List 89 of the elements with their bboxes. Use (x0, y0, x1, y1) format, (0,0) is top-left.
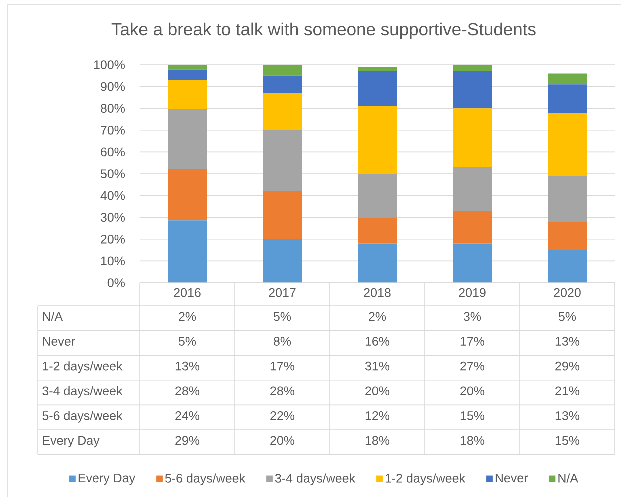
data-label: 20% (366, 386, 390, 396)
y-tick-label: 10% (101, 256, 126, 266)
x-tick-label: 2017 (269, 288, 296, 298)
y-tick-label: 20% (101, 234, 126, 244)
data-label: 2% (369, 312, 386, 322)
bar (168, 70, 207, 80)
bar (168, 65, 207, 70)
text: 1-2 days/week (43, 362, 123, 374)
bar (548, 84, 587, 113)
legend-label: 1-2 days/week (386, 474, 466, 486)
data-label: 13% (556, 337, 580, 346)
data-label: 29% (556, 362, 580, 371)
data-label: 5% (178, 337, 196, 346)
data-label: 27% (460, 362, 485, 371)
y-tick-label: 40% (100, 191, 126, 200)
data-label: 15% (460, 412, 485, 420)
bar (548, 176, 587, 222)
bar (548, 74, 587, 85)
data-label: 5% (274, 312, 292, 322)
y-tick-label: 70% (101, 126, 126, 135)
bar (263, 93, 302, 130)
text: N/A (43, 312, 64, 322)
y-tick-label: 100% (94, 60, 126, 70)
y-tick-label: 30% (100, 213, 126, 222)
data-label: 18% (366, 436, 390, 446)
bar (168, 169, 207, 221)
bar (358, 67, 397, 72)
text: 5-6 days/week (42, 411, 123, 423)
bar (358, 244, 397, 283)
text: Never (43, 337, 76, 346)
bar (358, 218, 397, 244)
bar (453, 72, 492, 109)
bar (453, 108, 492, 168)
bar (548, 250, 587, 283)
data-label: 29% (176, 436, 200, 446)
bar (263, 130, 302, 192)
data-label: 13% (556, 412, 580, 420)
bar (358, 106, 397, 174)
data-label: 31% (365, 362, 390, 371)
x-tick-label: 2016 (174, 288, 201, 298)
data-label: 22% (270, 412, 295, 420)
legend-label: 5-6 days/week (165, 474, 246, 486)
y-tick-label: 60% (101, 148, 126, 157)
data-label: 3% (464, 312, 482, 322)
y-tick-label: 90% (101, 82, 126, 92)
data-label: 5% (558, 312, 576, 322)
bar (548, 112, 587, 176)
bar (453, 64, 492, 72)
x-tick-label: 2020 (554, 288, 581, 298)
data-label: 8% (274, 337, 292, 346)
chart-title: Take a break to talk with someone supportive-Students (112, 22, 536, 40)
legend-label: Every Day (78, 474, 136, 486)
bar (168, 80, 207, 110)
bar (453, 167, 492, 212)
data-label: 18% (460, 436, 485, 446)
data-label: 12% (366, 412, 390, 420)
data-label: 2% (179, 312, 196, 322)
text: Every Day (43, 436, 100, 448)
bar (263, 64, 302, 76)
bar (168, 220, 207, 283)
data-label: 17% (460, 337, 485, 346)
data-label: 21% (556, 386, 580, 396)
x-tick-label: 2018 (364, 288, 391, 298)
bar (263, 239, 302, 283)
legend-label: Never (496, 474, 528, 483)
bar (168, 109, 207, 170)
bar (263, 76, 302, 94)
data-label: 16% (366, 337, 390, 346)
x-tick-label: 2019 (459, 288, 486, 298)
bar (263, 191, 302, 240)
bar (453, 211, 492, 244)
y-tick-label: 0% (108, 278, 126, 288)
text: 3-4 days/week (42, 386, 123, 398)
y-tick-label: 50% (100, 170, 126, 178)
legend-label: N/A (558, 474, 578, 483)
bar (548, 222, 587, 250)
data-label: 17% (270, 362, 295, 371)
data-label: 20% (460, 386, 485, 396)
data-label: 24% (176, 412, 200, 420)
data-label: 15% (556, 436, 580, 446)
bar (453, 244, 492, 283)
data-label: 20% (270, 436, 295, 446)
legend-label: 3-4 days/week (275, 474, 356, 486)
y-tick-label: 80% (101, 104, 126, 114)
bar (358, 72, 397, 106)
data-label: 28% (270, 386, 295, 396)
data-label: 28% (176, 386, 200, 396)
data-label: 13% (176, 362, 200, 371)
bar (358, 174, 397, 218)
